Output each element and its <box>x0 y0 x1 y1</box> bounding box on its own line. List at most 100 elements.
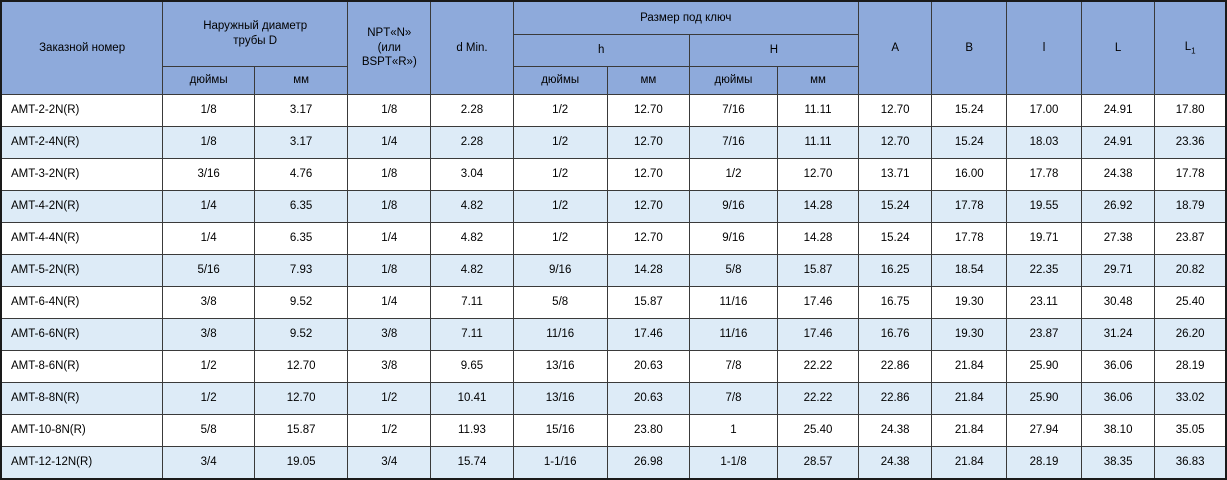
value-cell: 11/16 <box>688 317 779 351</box>
header-h-inches: дюймы <box>512 65 608 95</box>
value-cell: 9.65 <box>430 349 514 383</box>
value-cell: 1/4 <box>162 221 256 255</box>
header-col-l1: L1 <box>1154 0 1227 95</box>
value-cell: 17.78 <box>1006 157 1082 191</box>
value-cell: 12.70 <box>606 221 690 255</box>
value-cell: 17.78 <box>931 189 1008 223</box>
value-cell: 14.28 <box>777 189 859 223</box>
header-wrench-size: Размер под ключ <box>512 0 859 35</box>
value-cell: 5/16 <box>162 253 256 287</box>
header-d-inches: дюймы <box>162 65 256 95</box>
value-cell: 11.11 <box>777 93 859 127</box>
value-cell: 23.87 <box>1154 221 1227 255</box>
value-cell: 19.30 <box>931 285 1008 319</box>
value-cell: 1/8 <box>347 93 432 127</box>
value-cell: 2.28 <box>430 93 514 127</box>
value-cell: 15.24 <box>931 125 1008 159</box>
value-cell: 24.38 <box>857 413 933 447</box>
value-cell: 7.11 <box>430 285 514 319</box>
value-cell: 21.84 <box>931 445 1008 479</box>
header-h-lower: h <box>512 33 690 67</box>
value-cell: 15.24 <box>931 93 1008 127</box>
value-cell: 1/2 <box>162 381 256 415</box>
header-H-inches: дюймы <box>688 65 779 95</box>
order-number-cell: AMT-2-4N(R) <box>0 125 164 159</box>
value-cell: 17.46 <box>777 285 859 319</box>
header-h-upper: H <box>688 33 859 67</box>
header-outer-diameter-label: Наружный диаметр трубы D <box>203 20 308 47</box>
value-cell: 3/4 <box>347 445 432 479</box>
header-d-min: d Min. <box>430 0 514 95</box>
value-cell: 18.03 <box>1006 125 1082 159</box>
value-cell: 15.24 <box>857 221 933 255</box>
value-cell: 9/16 <box>688 221 779 255</box>
value-cell: 15.87 <box>777 253 859 287</box>
order-number-cell: AMT-8-6N(R) <box>0 349 164 383</box>
value-cell: 19.55 <box>1006 189 1082 223</box>
order-number-cell: AMT-4-2N(R) <box>0 189 164 223</box>
value-cell: 16.00 <box>931 157 1008 191</box>
value-cell: 1/2 <box>512 189 608 223</box>
header-outer-diameter: Наружный диаметр трубы D <box>162 0 349 67</box>
value-cell: 33.02 <box>1154 381 1227 415</box>
value-cell: 5/8 <box>512 285 608 319</box>
value-cell: 9.52 <box>254 317 349 351</box>
value-cell: 19.71 <box>1006 221 1082 255</box>
value-cell: 7.11 <box>430 317 514 351</box>
value-cell: 4.82 <box>430 189 514 223</box>
value-cell: 4.82 <box>430 221 514 255</box>
value-cell: 20.82 <box>1154 253 1227 287</box>
order-number-cell: AMT-5-2N(R) <box>0 253 164 287</box>
value-cell: 15.87 <box>606 285 690 319</box>
value-cell: 18.79 <box>1154 189 1227 223</box>
value-cell: 11/16 <box>688 285 779 319</box>
header-col-l1-base: L <box>1184 40 1192 53</box>
value-cell: 22.86 <box>857 381 933 415</box>
table-row: AMT-6-4N(R) 3/8 9.52 1/4 7.11 5/8 15.87 11/16 17… <box>0 285 1227 319</box>
value-cell: 1/4 <box>162 189 256 223</box>
value-cell: 1/2 <box>512 157 608 191</box>
value-cell: 22.35 <box>1006 253 1082 287</box>
value-cell: 11.11 <box>777 125 859 159</box>
value-cell: 24.38 <box>857 445 933 479</box>
value-cell: 1/2 <box>688 157 779 191</box>
value-cell: 36.06 <box>1080 381 1156 415</box>
value-cell: 1-1/16 <box>512 445 608 479</box>
value-cell: 22.22 <box>777 381 859 415</box>
value-cell: 5/8 <box>162 413 256 447</box>
value-cell: 35.05 <box>1154 413 1227 447</box>
value-cell: 3/8 <box>162 317 256 351</box>
table-row: AMT-2-2N(R) 1/8 3.17 1/8 2.28 1/2 12.70 7/16 11.… <box>0 93 1227 127</box>
value-cell: 23.87 <box>1006 317 1082 351</box>
value-cell: 3/4 <box>162 445 256 479</box>
value-cell: 1 <box>688 413 779 447</box>
value-cell: 7/8 <box>688 349 779 383</box>
value-cell: 7/16 <box>688 93 779 127</box>
value-cell: 1/4 <box>347 221 432 255</box>
value-cell: 3.17 <box>254 125 349 159</box>
value-cell: 2.28 <box>430 125 514 159</box>
value-cell: 15/16 <box>512 413 608 447</box>
value-cell: 3.17 <box>254 93 349 127</box>
value-cell: 28.19 <box>1006 445 1082 479</box>
value-cell: 1/8 <box>162 125 256 159</box>
order-number-cell: AMT-12-12N(R) <box>0 445 164 479</box>
value-cell: 20.63 <box>606 349 690 383</box>
value-cell: 3/8 <box>347 317 432 351</box>
value-cell: 13/16 <box>512 349 608 383</box>
order-number-cell: AMT-10-8N(R) <box>0 413 164 447</box>
value-cell: 27.94 <box>1006 413 1082 447</box>
table-row: AMT-12-12N(R) 3/4 19.05 3/4 15.74 1-1/16 26.98… <box>0 445 1227 479</box>
value-cell: 7.93 <box>254 253 349 287</box>
order-number-cell: AMT-6-4N(R) <box>0 285 164 319</box>
value-cell: 1/4 <box>347 125 432 159</box>
value-cell: 3/8 <box>347 349 432 383</box>
value-cell: 3.04 <box>430 157 514 191</box>
header-d-mm: мм <box>254 65 349 95</box>
value-cell: 17.00 <box>1006 93 1082 127</box>
value-cell: 21.84 <box>931 381 1008 415</box>
table-row: AMT-8-8N(R) 1/2 12.70 1/2 10.41 13/16 20.63 7/8… <box>0 381 1227 415</box>
table-row: AMT-5-2N(R) 5/16 7.93 1/8 4.82 9/16 14.28 5/8 15… <box>0 253 1227 287</box>
value-cell: 9.52 <box>254 285 349 319</box>
